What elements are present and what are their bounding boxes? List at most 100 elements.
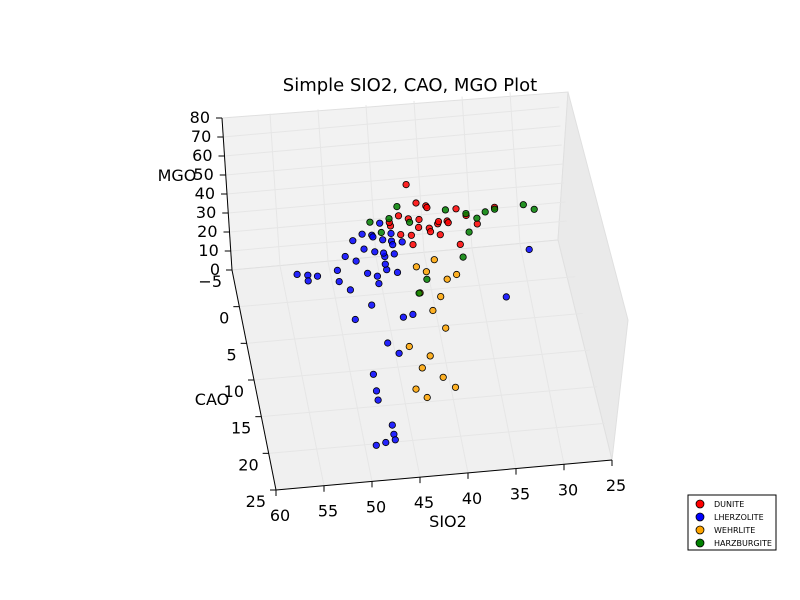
data-point bbox=[519, 201, 527, 209]
grid-line bbox=[246, 312, 583, 344]
data-point bbox=[437, 292, 445, 301]
x-tick-label: 55 bbox=[318, 502, 338, 521]
data-point bbox=[430, 256, 438, 264]
data-point bbox=[363, 269, 372, 277]
data-point bbox=[426, 228, 435, 236]
legend-label: HARZBURGITE bbox=[714, 539, 772, 548]
data-point bbox=[388, 421, 396, 429]
data-point bbox=[422, 268, 430, 276]
data-point bbox=[418, 364, 426, 372]
y-tick-label: 20 bbox=[238, 455, 258, 474]
data-point bbox=[443, 275, 451, 283]
data-point bbox=[366, 218, 374, 226]
data-point bbox=[409, 241, 417, 249]
data-point bbox=[442, 324, 450, 332]
data-point bbox=[415, 289, 423, 297]
data-point bbox=[369, 233, 377, 241]
data-point bbox=[374, 396, 382, 404]
z-tick-label: 30 bbox=[196, 203, 216, 222]
data-point bbox=[465, 228, 473, 236]
y-tick-label: 0 bbox=[219, 309, 229, 328]
z-tick-label: 0 bbox=[210, 260, 220, 279]
data-point bbox=[373, 272, 381, 280]
data-point bbox=[385, 215, 393, 223]
z-tick-label: 10 bbox=[198, 241, 218, 260]
z-axis-label: MGO bbox=[158, 166, 197, 185]
z-tick-label: 70 bbox=[191, 127, 211, 146]
data-point bbox=[335, 277, 343, 286]
data-point bbox=[346, 286, 354, 294]
data-point bbox=[389, 241, 397, 249]
tick-labels: 60 55 50 45 40 35 30 252520151050−5010203040506… bbox=[190, 108, 627, 525]
data-point bbox=[525, 245, 533, 254]
data-point bbox=[423, 275, 431, 283]
data-point bbox=[502, 293, 510, 301]
data-point bbox=[456, 240, 464, 248]
legend-marker bbox=[695, 499, 705, 509]
legend-label: LHERZOLITE bbox=[714, 513, 764, 522]
x-tick-label: 35 bbox=[510, 485, 530, 504]
data-point bbox=[358, 230, 366, 238]
x-tick-label: 25 bbox=[606, 476, 626, 495]
data-point bbox=[452, 270, 461, 279]
data-point bbox=[393, 268, 402, 276]
data-point bbox=[372, 387, 381, 395]
data-point bbox=[423, 393, 431, 402]
data-point bbox=[390, 250, 398, 258]
x-axis-label: SIO2 bbox=[429, 512, 467, 531]
data-point bbox=[351, 315, 359, 324]
data-point bbox=[379, 236, 387, 244]
data-point bbox=[387, 229, 395, 238]
data-point bbox=[394, 212, 403, 220]
legend-marker bbox=[695, 525, 705, 535]
y-tick-label: 15 bbox=[231, 419, 251, 438]
grid-line bbox=[226, 163, 564, 195]
series-harzburgite bbox=[366, 201, 538, 297]
data-point bbox=[405, 218, 414, 226]
data-point bbox=[409, 310, 417, 318]
grid-line bbox=[223, 106, 560, 138]
z-tick-label: 60 bbox=[192, 146, 212, 165]
grid-line bbox=[268, 422, 605, 454]
x-axis-line bbox=[275, 459, 613, 491]
data-point bbox=[391, 436, 399, 444]
data-point bbox=[405, 342, 413, 351]
grid-line bbox=[224, 125, 561, 157]
data-point bbox=[439, 373, 447, 381]
data-point bbox=[459, 253, 467, 261]
legend: DUNITE LHERZOLITE WEHRLITE HARZBURGITE bbox=[687, 494, 777, 551]
grid-line bbox=[239, 276, 576, 308]
y-tick-label: −5 bbox=[198, 272, 222, 291]
data-point bbox=[333, 266, 341, 274]
data-point bbox=[293, 270, 301, 278]
data-point bbox=[402, 181, 410, 189]
x-tick-label: 30 bbox=[558, 480, 578, 499]
data-point bbox=[313, 272, 322, 280]
data-point bbox=[371, 248, 379, 256]
series-wehrlite bbox=[405, 256, 461, 402]
data-point bbox=[436, 231, 444, 239]
data-point bbox=[368, 301, 376, 309]
grid-line bbox=[225, 144, 562, 176]
data-point bbox=[398, 238, 406, 246]
data-point bbox=[407, 231, 415, 239]
data-point bbox=[349, 237, 357, 245]
data-point bbox=[451, 383, 460, 391]
chart-title: Simple SIO2, CAO, MGO Plot bbox=[283, 75, 537, 96]
data-point bbox=[441, 206, 449, 214]
data-point bbox=[412, 263, 420, 271]
data-point bbox=[372, 441, 380, 449]
data-point bbox=[426, 352, 434, 360]
legend-label: DUNITE bbox=[714, 500, 744, 509]
data-point bbox=[399, 313, 407, 321]
data-point bbox=[369, 370, 377, 378]
data-point bbox=[382, 438, 390, 447]
data-point bbox=[434, 218, 443, 226]
y-axis-label: CAO bbox=[195, 390, 229, 409]
data-point bbox=[360, 245, 368, 253]
data-point bbox=[376, 219, 384, 227]
z-tick-label: 50 bbox=[193, 165, 213, 184]
data-point bbox=[490, 205, 499, 213]
data-point bbox=[415, 215, 423, 224]
